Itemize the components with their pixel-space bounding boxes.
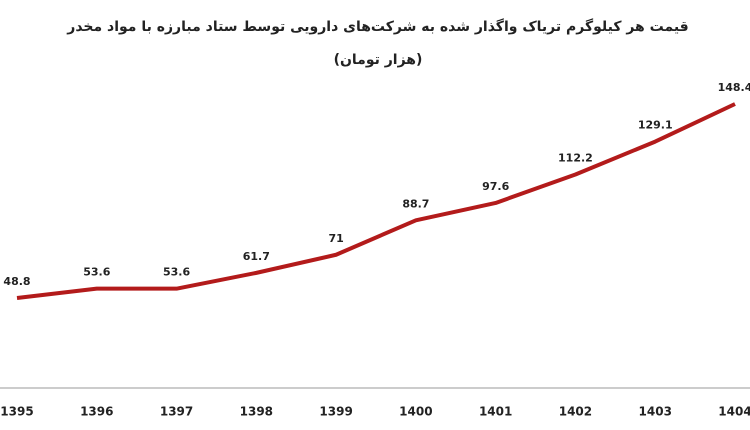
chart-subtitle: (هزار تومان) [334, 52, 423, 68]
chart-title: قیمت هر کیلوگرم تریاک واگذار شده به شرکت… [66, 18, 688, 35]
data-label: 129.1 [638, 119, 673, 132]
x-tick-label: 1404 [718, 405, 750, 419]
data-label: 88.7 [402, 197, 429, 210]
x-tick-label: 1397 [160, 405, 193, 419]
x-tick-label: 1402 [559, 405, 592, 419]
data-label: 148.4 [718, 81, 750, 94]
data-label: 112.2 [558, 152, 593, 165]
data-label: 71 [328, 232, 343, 245]
data-label: 53.6 [163, 266, 190, 279]
x-tick-label: 1403 [639, 405, 672, 419]
data-label: 48.8 [3, 275, 30, 288]
x-tick-label: 1396 [80, 405, 113, 419]
data-label: 53.6 [83, 266, 110, 279]
x-tick-label: 1395 [0, 405, 33, 419]
x-tick-label: 1399 [319, 405, 352, 419]
data-label: 97.6 [482, 180, 509, 193]
x-tick-label: 1398 [240, 405, 273, 419]
x-tick-label: 1401 [479, 405, 512, 419]
line [16, 102, 736, 300]
data-label: 61.7 [243, 250, 270, 263]
x-tick-label: 1400 [399, 405, 432, 419]
